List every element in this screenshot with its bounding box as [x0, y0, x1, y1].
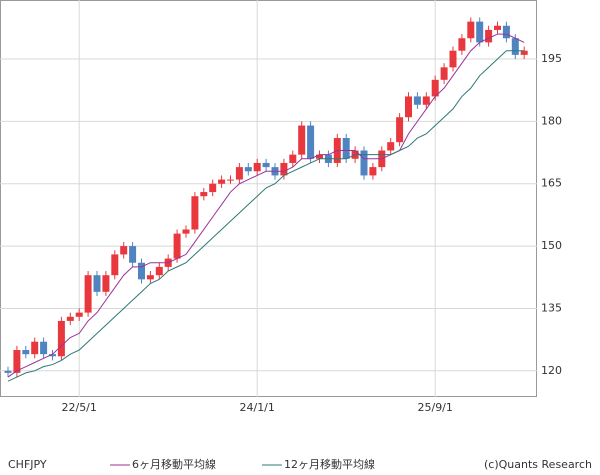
legend-label: 12ヶ月移動平均線 — [284, 457, 375, 471]
candle-body — [342, 138, 350, 159]
candle-body — [93, 275, 101, 292]
candle-body — [511, 38, 519, 55]
y-tick-label: 165 — [541, 177, 562, 190]
candle-body — [49, 354, 56, 357]
y-tick-label: 135 — [541, 301, 562, 314]
candle-body — [129, 246, 137, 263]
instrument-label: CHFJPY — [8, 458, 47, 471]
candle-body — [387, 142, 395, 151]
legend-label: 6ヶ月移動平均線 — [132, 457, 216, 471]
candle-body — [440, 67, 448, 80]
candle-body — [111, 254, 119, 276]
candle-body — [458, 38, 466, 51]
candle-body — [449, 50, 457, 68]
moving-average-line — [7, 50, 525, 382]
candle-body — [244, 167, 252, 172]
x-tick-label: 22/5/1 — [61, 401, 96, 414]
candle-body — [520, 50, 528, 55]
candle-body — [467, 21, 475, 39]
candle-body — [84, 275, 92, 313]
candle-body — [218, 179, 226, 184]
x-tick-label: 25/9/1 — [417, 401, 452, 414]
candle-body — [191, 196, 199, 230]
candle-body — [431, 79, 439, 97]
candle-body — [146, 275, 154, 280]
candle-body — [120, 246, 128, 255]
candle-body — [307, 125, 315, 159]
candle-body — [227, 179, 234, 181]
y-tick-label: 150 — [541, 239, 562, 252]
candle-body — [209, 183, 217, 193]
candle-body — [422, 96, 430, 105]
y-tick-label: 195 — [541, 52, 562, 65]
x-tick-label: 24/1/1 — [239, 401, 274, 414]
candle-body — [360, 150, 368, 176]
candle-body — [485, 29, 493, 43]
candle-body — [155, 266, 163, 276]
candle-body — [4, 370, 12, 373]
candle-body — [280, 162, 288, 176]
candle-body — [405, 96, 412, 118]
candle-body — [502, 25, 510, 39]
moving-average-line — [7, 33, 525, 378]
candle-body — [476, 21, 484, 43]
candle-body — [316, 154, 323, 159]
candle-body — [22, 350, 30, 355]
candle-body — [173, 233, 181, 259]
candle-body — [289, 154, 297, 163]
candle-body — [75, 312, 83, 317]
y-tick-label: 180 — [541, 114, 562, 127]
candle-body — [57, 320, 65, 357]
candle-body — [253, 162, 261, 172]
candle-body — [235, 167, 243, 180]
candle-body — [396, 117, 404, 143]
candle-body — [182, 229, 190, 234]
candle-body — [494, 25, 501, 30]
plot-frame — [0, 0, 537, 397]
candle-body — [138, 262, 145, 280]
y-tick-label: 120 — [541, 364, 562, 377]
candle-body — [31, 341, 39, 355]
candle-body — [102, 275, 110, 292]
candle-body — [40, 341, 48, 355]
candle-body — [369, 167, 377, 176]
source: (c)Quants Research — [484, 458, 592, 471]
candle-body — [413, 96, 421, 105]
candle-body — [13, 350, 21, 373]
candle-body — [66, 316, 74, 321]
candle-body — [262, 162, 270, 168]
candle-body — [200, 192, 208, 197]
candle-body — [298, 125, 306, 155]
